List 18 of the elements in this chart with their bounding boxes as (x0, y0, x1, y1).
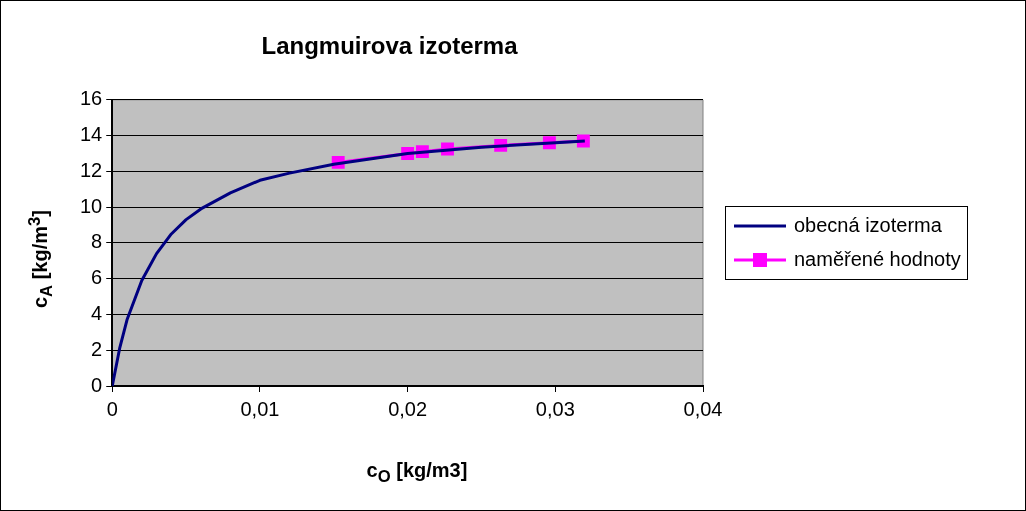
x-tick-label: 0,04 (683, 397, 723, 420)
legend-label: naměřené hodnoty (794, 248, 961, 272)
legend-label: obecná izoterma (794, 214, 942, 238)
x-tick-label: 0 (106, 397, 118, 420)
y-tick-label: 2 (91, 337, 103, 360)
y-tick-label: 0 (91, 373, 103, 396)
y-tick-label: 14 (80, 123, 103, 146)
y-tick-label: 10 (80, 194, 103, 217)
x-axis-title: c$_{O}$ [kg/m3] (366, 459, 468, 487)
y-tick-label: 6 (91, 266, 103, 289)
y-tick-label: 12 (80, 158, 103, 181)
chart-title: Langmuirova izoterma (261, 32, 519, 60)
y-tick-label: 8 (91, 230, 103, 253)
x-tick-label: 0,01 (240, 397, 280, 420)
y-tick-label: 16 (80, 87, 103, 110)
y-tick-label: 4 (91, 301, 103, 324)
x-tick-label: 0,02 (388, 397, 428, 420)
x-tick-label: 0,03 (535, 397, 575, 420)
